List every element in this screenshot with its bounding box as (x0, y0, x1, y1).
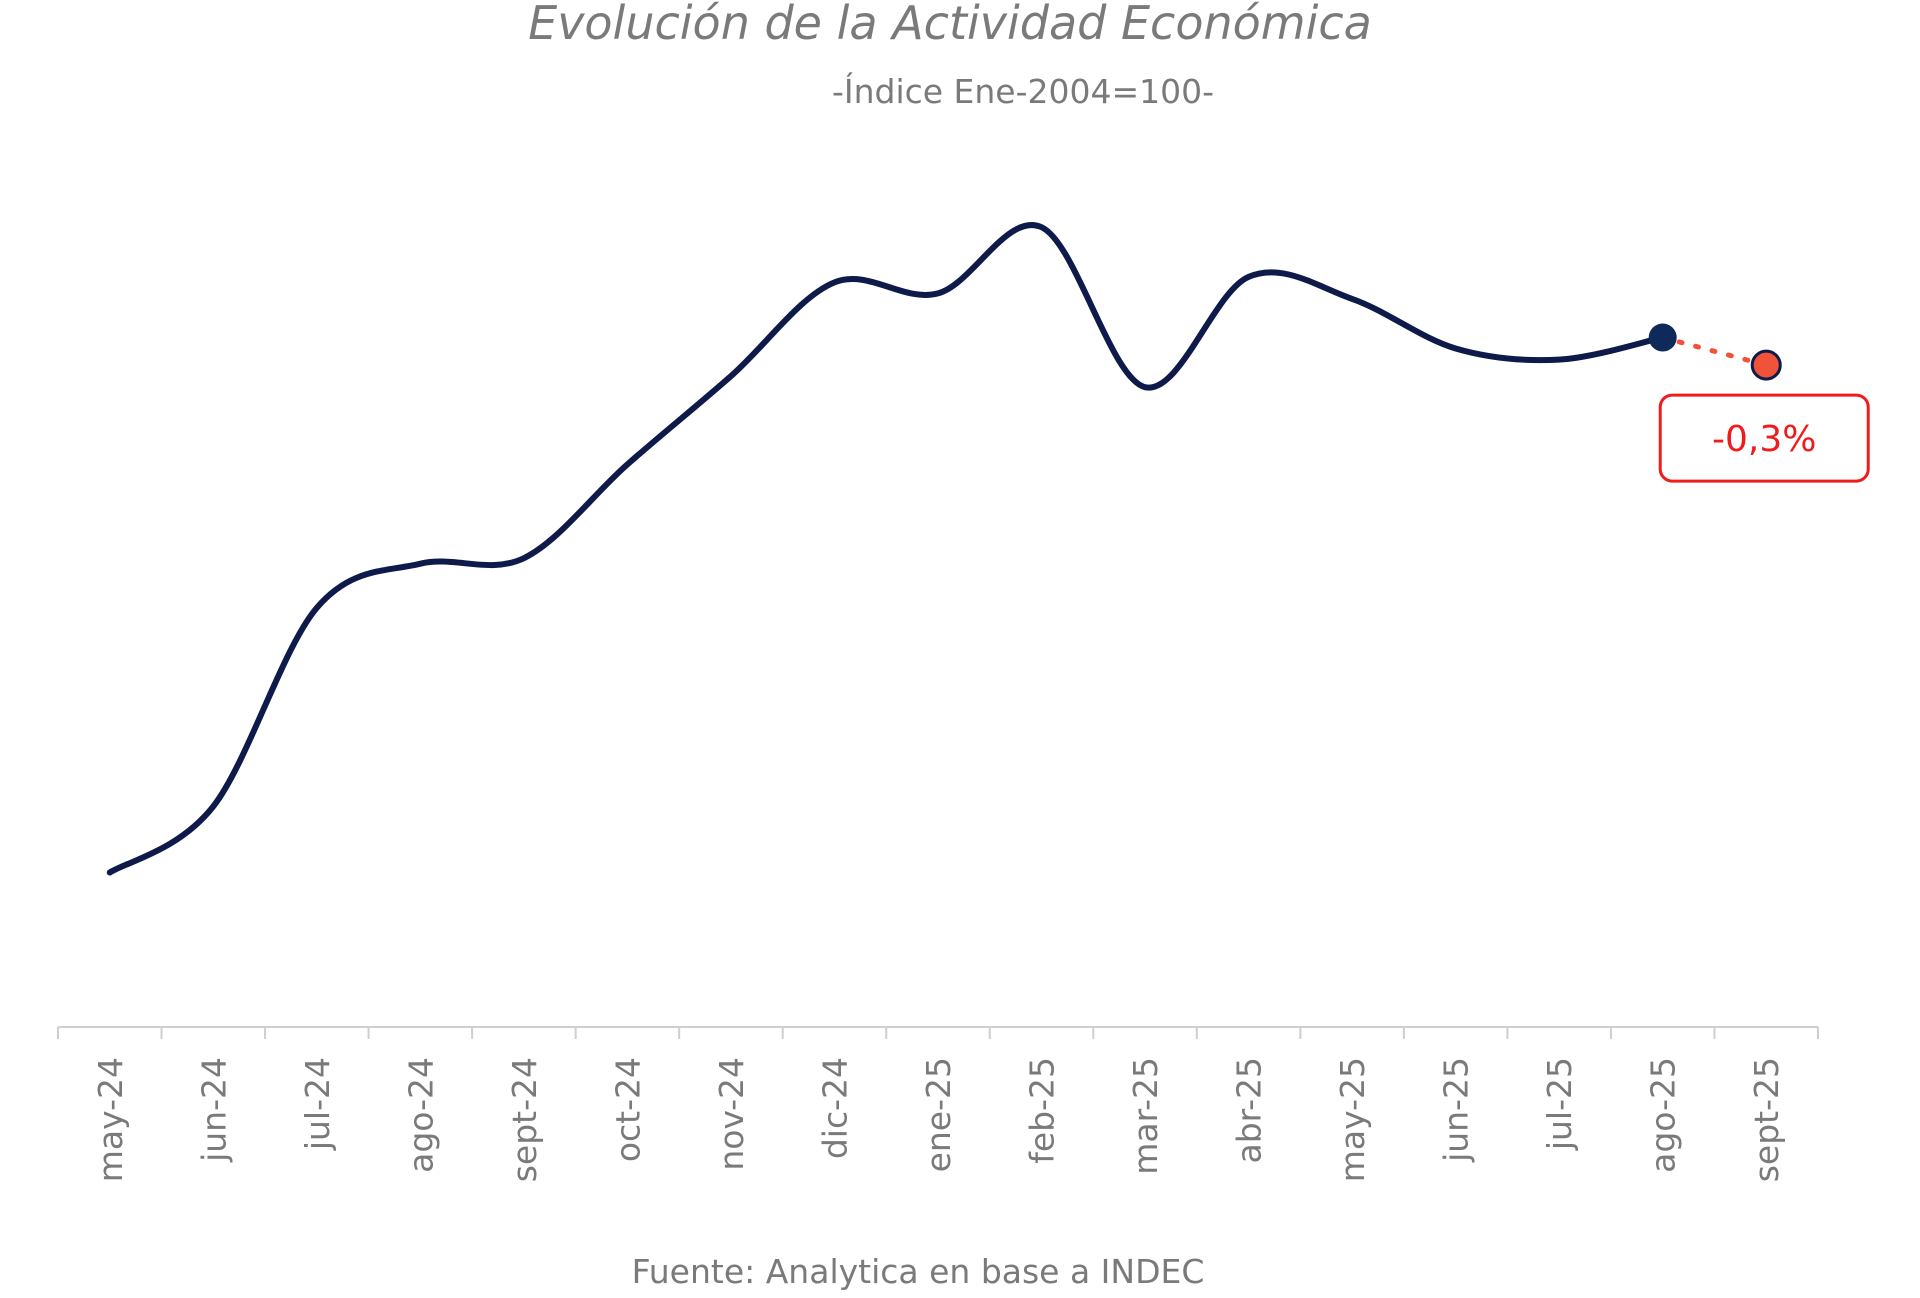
data-point-ago-25 (1648, 323, 1677, 352)
x-tick-label: mar-25 (1126, 1057, 1165, 1175)
series-line-actividad (106, 222, 1666, 876)
x-tick-label: jul-24 (298, 1057, 337, 1151)
x-tick-label: may-24 (91, 1057, 130, 1182)
annotation-box (1658, 393, 1870, 483)
x-tick-label: ago-24 (401, 1057, 440, 1173)
chart-title: Evolución de la Actividad Económica (528, 0, 1372, 50)
x-tick-label: sept-24 (505, 1057, 544, 1182)
x-tick-label: jun-25 (1437, 1057, 1476, 1163)
x-tick-label: may-25 (1333, 1057, 1372, 1182)
x-tick-label: sept-25 (1747, 1057, 1786, 1182)
x-tick-label: jul-25 (1540, 1057, 1579, 1151)
x-tick-label: dic-24 (815, 1057, 854, 1159)
chart-source: Fuente: Analytica en base a INDEC (631, 1252, 1205, 1291)
x-tick-label: nov-24 (712, 1057, 751, 1171)
x-tick-label: abr-25 (1230, 1057, 1269, 1164)
x-tick-label: feb-25 (1023, 1057, 1062, 1164)
annotation-label: -0,3% (1712, 419, 1816, 460)
x-tick-label: ene-25 (919, 1057, 958, 1172)
x-tick-label: oct-24 (608, 1057, 647, 1162)
x-tick-label: jun-24 (194, 1057, 233, 1163)
series-line-dotted (1660, 335, 1769, 368)
x-tick-label: ago-25 (1644, 1057, 1683, 1173)
data-point-sept-25 (1750, 349, 1782, 381)
chart-subtitle: -Índice Ene-2004=100- (831, 72, 1215, 111)
